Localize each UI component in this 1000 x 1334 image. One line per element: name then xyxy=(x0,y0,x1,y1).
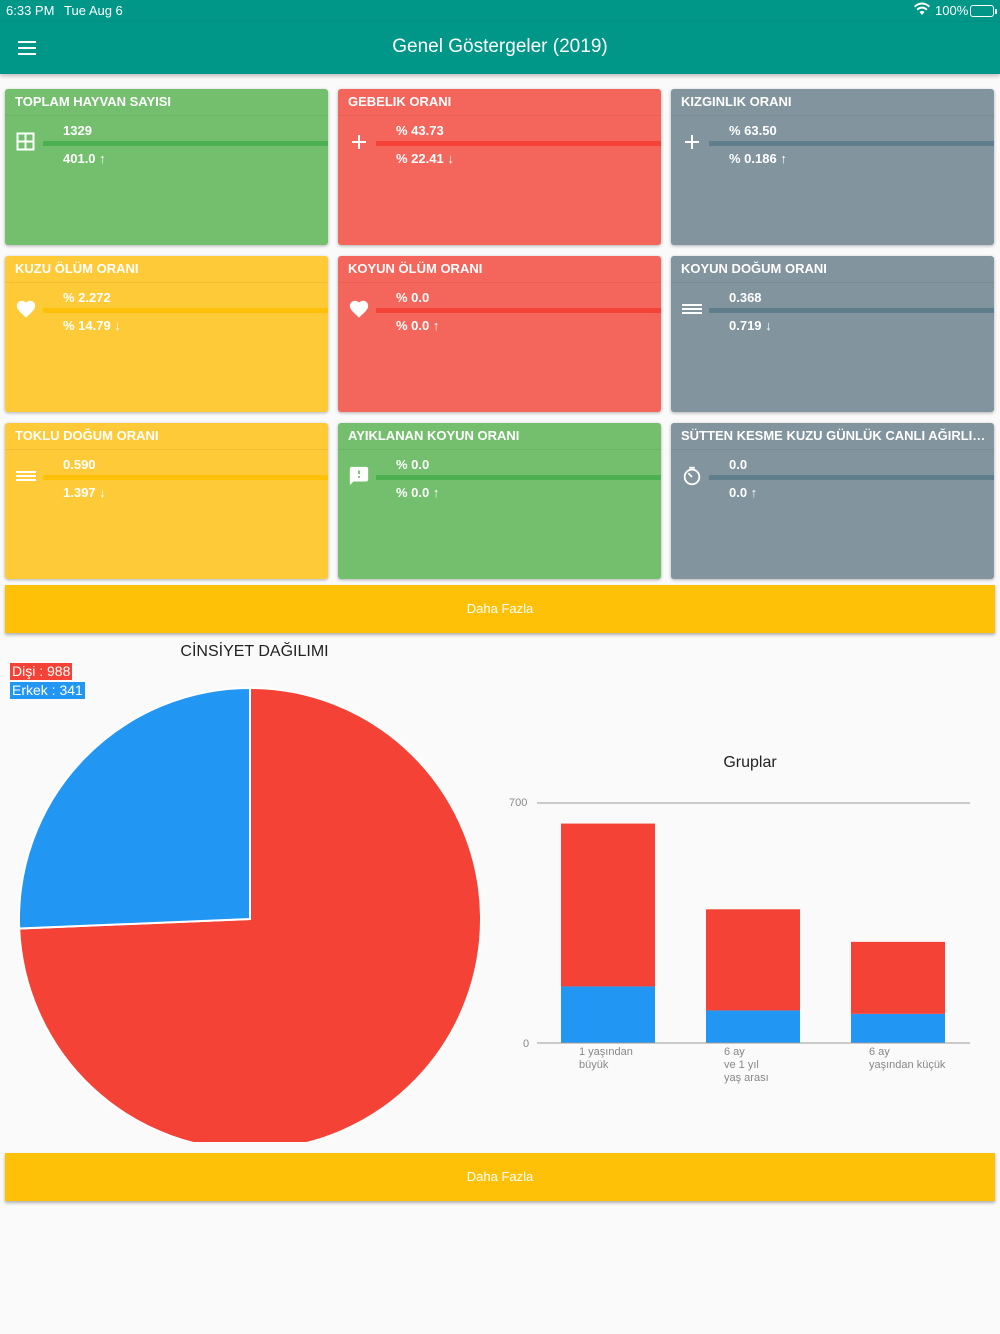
heart-icon xyxy=(15,298,37,320)
card-progress-bar xyxy=(709,308,994,313)
x-tick-label-line: 6 ay xyxy=(869,1046,890,1058)
card-progress-bar xyxy=(709,475,994,480)
card-previous-value: 0.719 ↓ xyxy=(729,318,772,333)
y-tick-max: 700 xyxy=(509,797,528,809)
indicator-card[interactable]: KIZGINLIK ORANI % 63.50 % 0.186 ↑ xyxy=(671,89,994,245)
battery-percent: 100% xyxy=(935,3,969,18)
card-title: KUZU ÖLÜM ORANI xyxy=(15,261,139,276)
card-current-value: % 43.73 xyxy=(396,123,444,138)
card-current-value: 0.368 xyxy=(729,290,762,305)
menu-icon[interactable] xyxy=(16,36,40,60)
y-tick-min: 0 xyxy=(523,1038,530,1050)
card-title: KOYUN ÖLÜM ORANI xyxy=(348,261,483,276)
card-divider xyxy=(5,115,328,116)
card-progress-bar xyxy=(43,308,328,313)
card-divider xyxy=(338,282,661,283)
pie-chart-area xyxy=(0,680,500,1142)
card-current-value: % 0.0 xyxy=(396,290,430,305)
lines-icon xyxy=(15,465,37,487)
plus-icon xyxy=(681,131,703,153)
card-previous-value: 401.0 ↑ xyxy=(63,151,106,166)
indicator-card[interactable]: GEBELIK ORANI % 43.73 % 22.41 ↓ xyxy=(338,89,661,245)
card-divider xyxy=(5,449,328,450)
card-current-value: 0.590 xyxy=(63,457,96,472)
x-tick-label-line: ve 1 yıl xyxy=(724,1059,759,1071)
card-current-value: 0.0 xyxy=(729,457,748,472)
card-title: TOKLU DOĞUM ORANI xyxy=(15,428,159,443)
wifi-icon xyxy=(914,2,930,19)
more-charts-button[interactable]: Daha Fazla xyxy=(5,1153,995,1201)
bar-segment xyxy=(561,823,655,987)
status-date: Tue Aug 6 xyxy=(64,3,123,18)
pie-chart-title: CİNSİYET DAĞILIMI xyxy=(180,643,329,660)
x-tick-label: 6 ay yaşından küçük xyxy=(869,1046,945,1072)
card-previous-value: % 14.79 ↓ xyxy=(63,318,121,333)
card-title: KOYUN DOĞUM ORANI xyxy=(681,261,827,276)
card-progress-bar xyxy=(709,141,994,146)
card-title: SÜTTEN KESME KUZU GÜNLÜK CANLI AĞIRLIK A… xyxy=(681,428,991,443)
card-title: KIZGINLIK ORANI xyxy=(681,94,792,109)
grid-icon xyxy=(15,131,37,153)
card-progress-bar xyxy=(376,141,661,146)
card-divider xyxy=(338,449,661,450)
card-divider xyxy=(671,115,994,116)
card-divider xyxy=(671,282,994,283)
card-progress-bar xyxy=(43,475,328,480)
x-tick-label: 1 yaşından büyük xyxy=(579,1046,633,1072)
alert-comment-icon xyxy=(348,465,370,487)
legend-female: Dişi : 988 xyxy=(10,663,73,680)
x-tick-label-line: yaşından küçük xyxy=(869,1059,946,1071)
indicator-card[interactable]: KOYUN ÖLÜM ORANI % 0.0 % 0.0 ↑ xyxy=(338,256,661,412)
indicator-card[interactable]: TOPLAM HAYVAN SAYISI 1329 401.0 ↑ xyxy=(5,89,328,245)
plus-icon xyxy=(348,131,370,153)
bar-segment xyxy=(851,1013,945,1043)
card-previous-value: 1.397 ↓ xyxy=(63,485,106,500)
bar-segment xyxy=(706,1010,800,1043)
indicator-card[interactable]: KOYUN DOĞUM ORANI 0.368 0.719 ↓ xyxy=(671,256,994,412)
pie-chart xyxy=(18,686,482,1142)
status-bar: 6:33 PM Tue Aug 6 100% xyxy=(0,0,1000,22)
x-tick-label-line: 1 yaşından xyxy=(579,1046,633,1058)
timer-icon xyxy=(681,465,703,487)
bar-chart-title: Gruplar xyxy=(723,754,777,771)
x-tick-label-line: büyük xyxy=(579,1059,609,1071)
page-title: Genel Göstergeler (2019) xyxy=(392,36,608,57)
card-progress-bar xyxy=(376,475,661,480)
card-divider xyxy=(338,115,661,116)
card-previous-value: % 0.0 ↑ xyxy=(396,318,440,333)
card-previous-value: % 0.0 ↑ xyxy=(396,485,440,500)
card-current-value: 1329 xyxy=(63,123,92,138)
x-tick-label: 6 ay ve 1 yıl yaş arası xyxy=(724,1046,769,1085)
indicator-card[interactable]: TOKLU DOĞUM ORANI 0.590 1.397 ↓ xyxy=(5,423,328,579)
status-time: 6:33 PM xyxy=(6,3,55,18)
card-previous-value: % 22.41 ↓ xyxy=(396,151,454,166)
pie-slice-erkek xyxy=(18,686,251,930)
bar-segment xyxy=(561,986,655,1043)
card-current-value: % 0.0 xyxy=(396,457,430,472)
x-tick-label-line: yaş arası xyxy=(724,1072,769,1084)
card-title: GEBELIK ORANI xyxy=(348,94,452,109)
card-progress-bar xyxy=(376,308,661,313)
x-tick-label-line: 6 ay xyxy=(724,1046,745,1058)
indicator-card[interactable]: AYIKLANAN KOYUN ORANI % 0.0 % 0.0 ↑ xyxy=(338,423,661,579)
battery-icon xyxy=(970,5,997,17)
card-previous-value: % 0.186 ↑ xyxy=(729,151,787,166)
card-previous-value: 0.0 ↑ xyxy=(729,485,758,500)
card-progress-bar xyxy=(43,141,328,146)
bar-segment xyxy=(706,909,800,1011)
legend-male: Erkek : 341 xyxy=(10,682,85,699)
indicator-card[interactable]: SÜTTEN KESME KUZU GÜNLÜK CANLI AĞIRLIK A… xyxy=(671,423,994,579)
card-current-value: % 2.272 xyxy=(63,290,111,305)
lines-icon xyxy=(681,298,703,320)
card-current-value: % 63.50 xyxy=(729,123,777,138)
card-title: AYIKLANAN KOYUN ORANI xyxy=(348,428,520,443)
bar-segment xyxy=(851,941,945,1014)
app-bar: Genel Göstergeler (2019) xyxy=(0,22,1000,74)
indicator-card[interactable]: KUZU ÖLÜM ORANI % 2.272 % 14.79 ↓ xyxy=(5,256,328,412)
card-divider xyxy=(671,449,994,450)
heart-icon xyxy=(348,298,370,320)
card-title: TOPLAM HAYVAN SAYISI xyxy=(15,94,172,109)
card-divider xyxy=(5,282,328,283)
more-indicators-button[interactable]: Daha Fazla xyxy=(5,585,995,633)
